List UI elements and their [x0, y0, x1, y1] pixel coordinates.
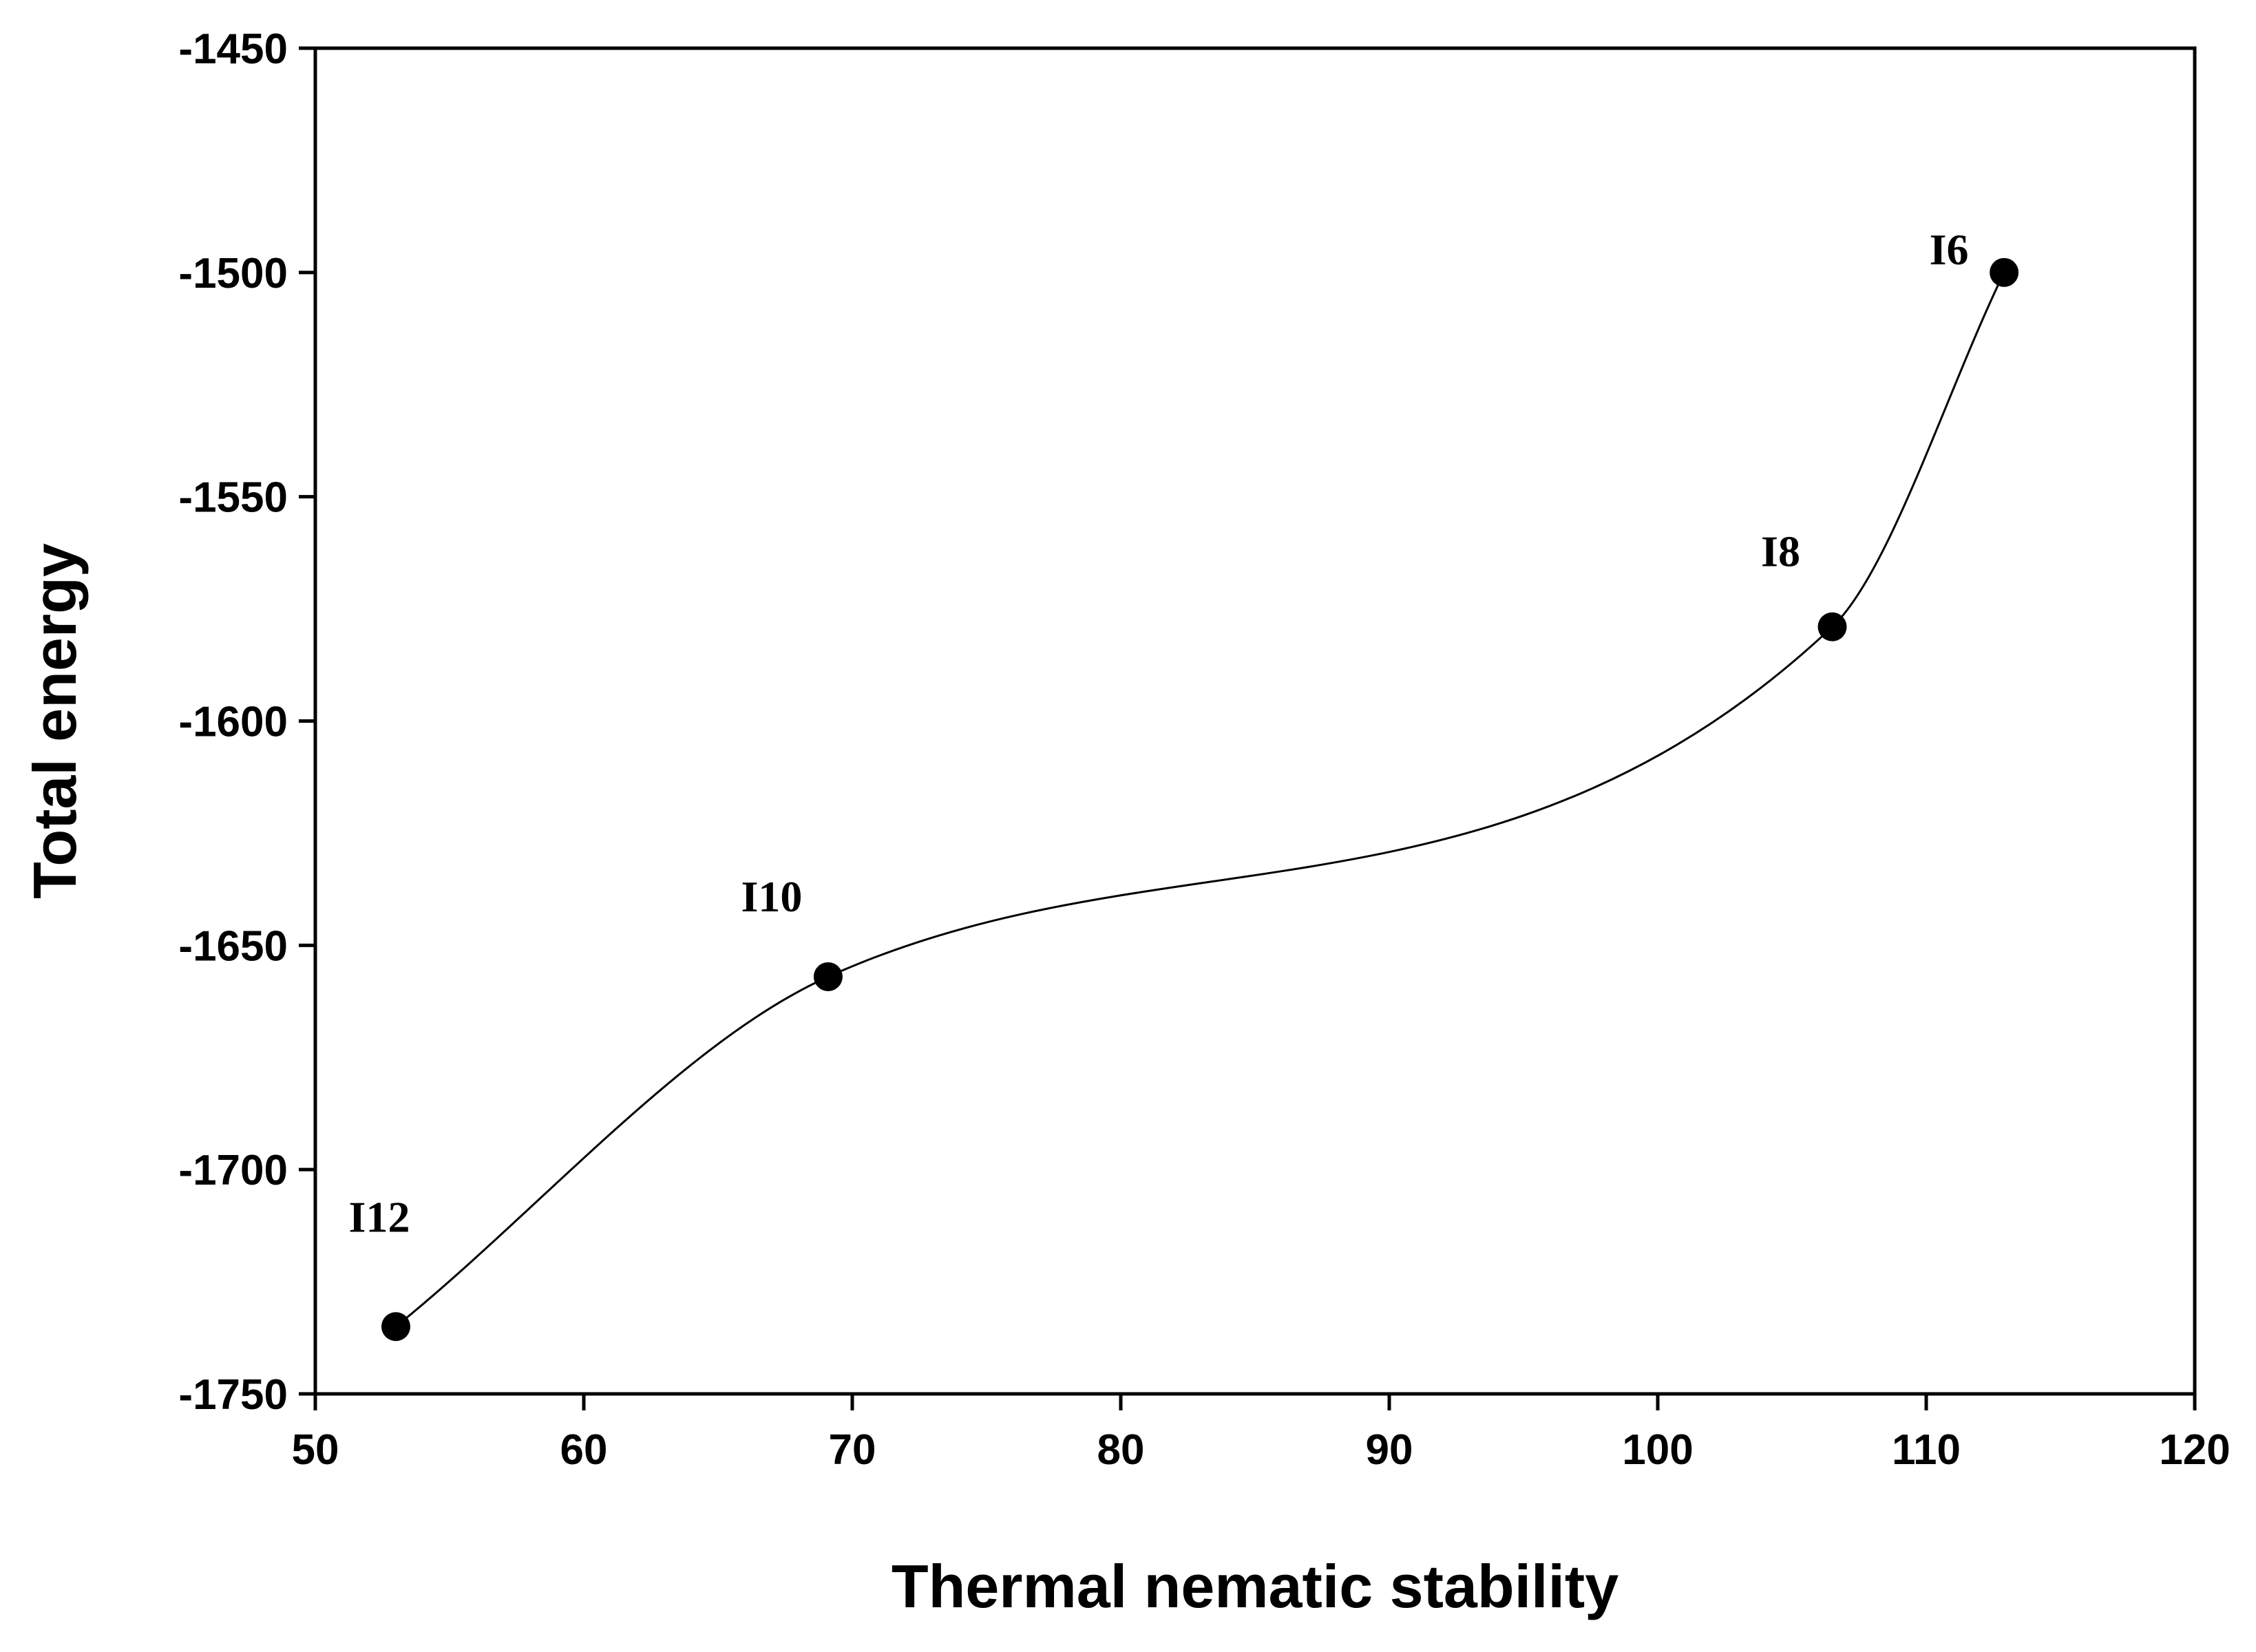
y-tick-label: -1450 — [178, 25, 288, 73]
series-line — [395, 272, 2005, 1328]
data-markers — [381, 257, 2019, 1342]
x-tick-label: 80 — [1097, 1426, 1145, 1474]
y-tick-label: -1700 — [178, 1147, 288, 1194]
y-tick-label: -1550 — [178, 474, 288, 522]
x-tick-label: 100 — [1622, 1426, 1693, 1474]
y-tick-label: -1650 — [178, 922, 288, 970]
data-point-i10 — [813, 962, 843, 991]
y-tick-label: -1500 — [178, 250, 288, 297]
y-axis-title: Total energy — [21, 543, 89, 899]
y-tick-label: -1750 — [178, 1371, 288, 1419]
point-label-i10: I10 — [741, 872, 802, 921]
data-point-i12 — [381, 1312, 410, 1342]
data-point-i8 — [1817, 612, 1847, 642]
x-axis-title: Thermal nematic stability — [892, 1552, 1619, 1620]
y-tick-label: -1600 — [178, 699, 288, 746]
y-axis-ticks: -1450 -1500 -1550 -1600 -1650 -1700 -1750 — [178, 25, 315, 1419]
x-tick-label: 90 — [1366, 1426, 1413, 1474]
x-tick-label: 110 — [1892, 1426, 1961, 1474]
x-axis-ticks: 50 60 70 80 90 100 110 120 — [292, 1394, 2231, 1474]
x-tick-label: 50 — [292, 1426, 339, 1474]
x-tick-label: 120 — [2159, 1426, 2230, 1474]
point-label-i12: I12 — [349, 1192, 410, 1241]
point-label-i6: I6 — [1930, 225, 1969, 274]
x-tick-label: 60 — [560, 1426, 608, 1474]
point-label-i8: I8 — [1761, 527, 1800, 576]
data-point-i6 — [1990, 257, 2019, 287]
x-tick-label: 70 — [829, 1426, 876, 1474]
point-labels: I12 I10 I8 I6 — [349, 225, 1969, 1241]
